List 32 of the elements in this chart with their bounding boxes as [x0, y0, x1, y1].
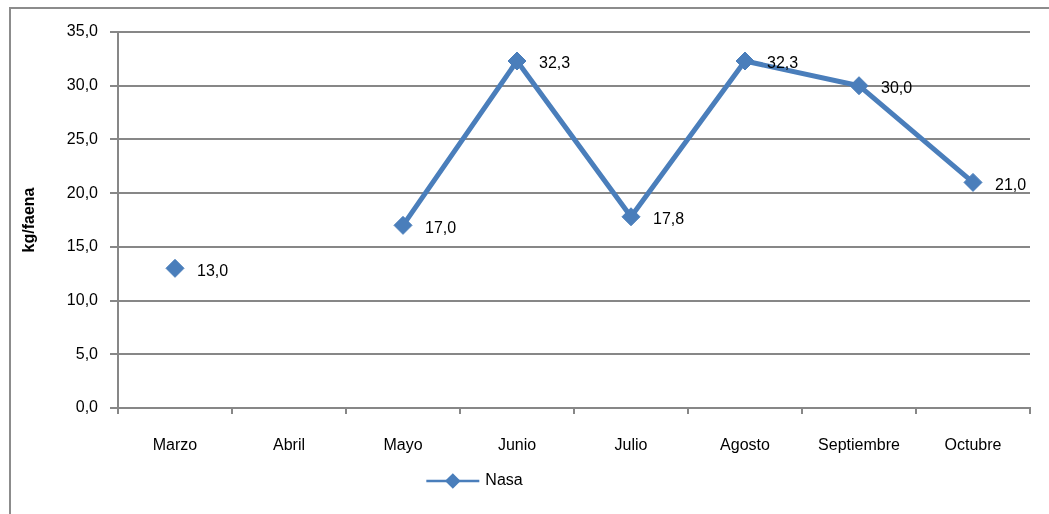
data-label: 17,0 — [425, 218, 457, 236]
x-tick-label: Mayo — [383, 436, 423, 454]
point — [963, 172, 983, 192]
point — [849, 76, 869, 96]
point — [735, 51, 755, 71]
point — [393, 215, 413, 235]
point — [507, 51, 527, 71]
y-tick-label: 5,0 — [75, 344, 99, 362]
data-label: 32,3 — [539, 54, 571, 72]
data-label: 17,8 — [653, 210, 685, 228]
x-tick-label: Julio — [614, 436, 648, 454]
x-tick-label: Octubre — [944, 436, 1002, 454]
y-tick-label: 15,0 — [66, 237, 99, 255]
x-tick-label: Septiembre — [818, 436, 901, 454]
x-tick-label: Junio — [497, 436, 537, 454]
y-tick-label: 20,0 — [66, 183, 99, 201]
x-tick-label: Marzo — [152, 436, 198, 454]
y-tick-label: 0,0 — [75, 398, 99, 416]
x-tick-label: Abril — [272, 436, 306, 454]
y-axis-title: kg/faena — [20, 187, 38, 253]
y-tick-label: 10,0 — [66, 290, 99, 308]
data-label: 32,3 — [767, 54, 799, 72]
data-label: 30,0 — [881, 79, 913, 97]
y-tick-label: 25,0 — [66, 129, 99, 147]
y-tick-label: 30,0 — [66, 76, 99, 94]
x-tick-label: Agosto — [720, 436, 771, 454]
y-tick-label: 35,0 — [66, 22, 99, 40]
legend-label: Nasa — [485, 471, 523, 489]
point — [621, 207, 641, 227]
data-label: 21,0 — [995, 175, 1027, 193]
data-label: 13,0 — [197, 261, 229, 279]
point — [165, 258, 185, 278]
